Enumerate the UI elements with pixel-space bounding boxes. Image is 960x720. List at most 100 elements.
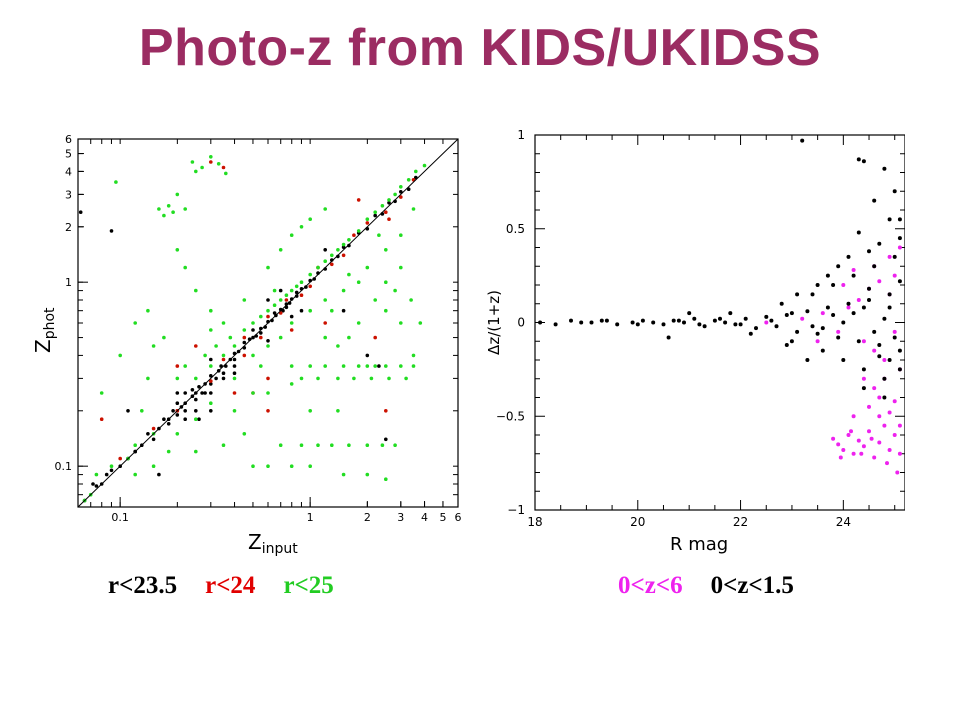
data-point: [384, 280, 388, 284]
data-point: [815, 339, 820, 344]
data-point: [175, 401, 180, 406]
data-point: [810, 292, 815, 297]
data-point: [764, 314, 769, 319]
series-0z15: [538, 138, 902, 400]
data-point: [373, 335, 378, 340]
data-point: [384, 248, 388, 252]
data-point: [841, 448, 846, 452]
data-point: [885, 461, 889, 466]
data-point: [289, 464, 294, 469]
data-point: [892, 433, 897, 437]
data-point: [308, 409, 313, 413]
data-point: [272, 303, 277, 307]
data-point: [861, 444, 866, 449]
data-point: [387, 217, 391, 221]
data-point: [356, 321, 361, 325]
data-point: [175, 364, 180, 368]
data-point: [867, 404, 871, 409]
data-point: [851, 273, 856, 278]
data-point: [308, 308, 313, 313]
data-point: [232, 364, 237, 368]
data-point: [190, 160, 195, 164]
data-point: [882, 166, 887, 171]
data-point: [171, 210, 175, 214]
data-point: [284, 298, 289, 302]
data-point: [94, 472, 99, 477]
data-point: [867, 249, 871, 254]
legend-item-r24: r<24: [205, 572, 256, 599]
data-point: [341, 288, 346, 293]
data-point: [779, 301, 784, 306]
data-point: [836, 264, 841, 269]
x-tick-label: 24: [836, 515, 851, 529]
data-point: [615, 322, 620, 327]
data-point: [190, 388, 195, 392]
data-point: [869, 436, 874, 441]
data-point: [175, 413, 180, 417]
series-r24: [99, 160, 416, 461]
data-point: [266, 391, 270, 395]
data-point: [846, 305, 851, 310]
legend-item-r23-5: r<23.5: [108, 572, 178, 599]
data-point: [266, 339, 270, 343]
data-point: [209, 382, 213, 386]
data-point: [194, 169, 198, 174]
data-point: [861, 339, 866, 344]
data-point: [815, 283, 820, 287]
data-point: [341, 364, 346, 368]
data-point: [856, 230, 861, 235]
data-point: [151, 344, 156, 348]
data-point: [384, 210, 388, 214]
data-point: [183, 364, 187, 368]
data-point: [743, 316, 748, 321]
x-tick-label: 1: [307, 511, 314, 524]
data-point: [299, 280, 304, 284]
data-point: [91, 482, 95, 486]
data-point: [266, 298, 270, 302]
data-point: [406, 178, 411, 182]
y-tick-label: −1: [507, 503, 525, 517]
data-point: [308, 284, 313, 289]
data-point: [365, 265, 370, 270]
legend-item-z0-1-5: 0<z<1.5: [710, 572, 794, 599]
data-point: [836, 335, 841, 340]
data-point: [805, 358, 810, 362]
data-point: [877, 343, 882, 347]
data-point: [323, 248, 328, 252]
data-point: [861, 159, 866, 164]
data-point: [728, 311, 733, 316]
data-point: [209, 391, 213, 395]
data-point: [892, 273, 897, 278]
y-tick-label: 0.1: [55, 460, 73, 473]
data-point: [347, 243, 351, 248]
data-point: [175, 432, 180, 436]
data-point: [387, 376, 391, 381]
data-point: [242, 340, 247, 345]
data-point: [897, 451, 902, 456]
data-point: [200, 391, 204, 395]
data-point: [194, 397, 198, 402]
data-point: [872, 386, 877, 391]
data-point: [599, 318, 604, 323]
data-point: [897, 367, 902, 372]
data-point: [78, 210, 83, 214]
data-point: [209, 155, 213, 159]
data-point: [384, 364, 388, 368]
data-point: [718, 316, 722, 321]
data-point: [846, 301, 851, 306]
data-point: [232, 371, 237, 375]
legend-item-r25: r<25: [283, 572, 334, 599]
data-point: [856, 157, 861, 162]
data-point: [365, 353, 370, 358]
data-point: [789, 311, 794, 316]
data-point: [553, 322, 558, 327]
data-point: [748, 331, 753, 336]
data-point: [242, 432, 247, 436]
data-point: [836, 329, 841, 334]
data-point: [289, 314, 294, 319]
data-point: [183, 265, 187, 270]
data-point: [266, 409, 270, 413]
data-point: [887, 292, 892, 297]
data-point: [365, 364, 370, 368]
data-point: [365, 443, 370, 448]
